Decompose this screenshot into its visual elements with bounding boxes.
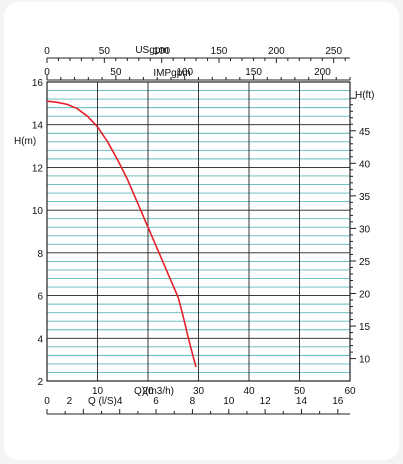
q-ls-tick-label: 6 <box>153 396 159 407</box>
top-axes: 0 50 100 150 200 250 0 50 100 150 200 <box>44 46 351 81</box>
q-m3h-tick-label: 40 <box>243 386 255 397</box>
right-axis: 10 15 20 25 30 35 40 45 <box>350 97 371 366</box>
impgpm-tick-label: 50 <box>110 67 122 78</box>
q-ls-tick-label: 0 <box>44 396 50 407</box>
q-ls-axis-label: Q (l/S) <box>88 396 117 407</box>
plot-border <box>46 81 351 382</box>
q-ls-tick-label: 4 <box>117 396 123 407</box>
q-m3h-tick-label: 30 <box>193 386 205 397</box>
q-ls-tick-label: 14 <box>296 396 308 407</box>
hft-tick-label: 45 <box>359 127 371 138</box>
hm-tick-label: 10 <box>32 206 44 217</box>
q-m3h-tick-label: 20 <box>142 386 154 397</box>
q-ls-tick-label: 10 <box>223 396 235 407</box>
chart-card <box>4 2 399 460</box>
q-ls-tick-label: 16 <box>332 396 344 407</box>
hm-tick-label: 4 <box>37 334 43 345</box>
hm-tick-label: 6 <box>37 292 43 303</box>
hm-tick-label: 14 <box>32 121 44 132</box>
usgpm-tick-label: 50 <box>99 46 111 57</box>
usgpm-tick-label: 200 <box>268 46 285 57</box>
usgpm-tick-label: 250 <box>325 46 342 57</box>
hm-tick-label: 2 <box>37 377 43 388</box>
left-axis: 2 4 6 8 10 12 14 16 <box>32 78 44 388</box>
hm-tick-label: 8 <box>37 249 43 260</box>
q-ls-tick-label: 8 <box>190 396 196 407</box>
hft-tick-label: 15 <box>359 322 371 333</box>
hft-tick-label: 10 <box>359 355 371 366</box>
impgpm-tick-label: 100 <box>176 67 193 78</box>
q-m3h-axis-label: Q)(m3/h) <box>134 386 174 397</box>
usgpm-axis-label: USgpm <box>135 45 168 56</box>
usgpm-tick-label: 100 <box>153 46 170 57</box>
hm-tick-label: 16 <box>32 78 44 89</box>
impgpm-axis-label: IMPgpm <box>153 68 190 79</box>
curve-layer <box>46 100 197 368</box>
performance-curve <box>46 100 197 368</box>
hft-axis-label: H(ft) <box>355 90 374 101</box>
hft-tick-label: 30 <box>359 224 371 235</box>
impgpm-tick-label: 150 <box>245 67 262 78</box>
grid <box>47 81 351 382</box>
impgpm-tick-label: 0 <box>44 67 50 78</box>
hft-tick-label: 25 <box>359 257 371 268</box>
usgpm-tick-label: 0 <box>44 46 50 57</box>
plot-frame <box>46 81 351 382</box>
q-m3h-tick-label: 10 <box>92 386 104 397</box>
bottom-axes: 10 20 30 40 50 60 0 2 4 6 8 10 12 14 16 <box>44 386 356 415</box>
q-ls-tick-label: 12 <box>260 396 272 407</box>
hm-tick-label: 12 <box>32 163 44 174</box>
hft-tick-label: 35 <box>359 192 371 203</box>
q-m3h-tick-label: 50 <box>294 386 306 397</box>
hft-tick-label: 20 <box>359 290 371 301</box>
q-m3h-tick-label: 60 <box>344 386 356 397</box>
usgpm-tick-label: 150 <box>211 46 228 57</box>
hft-tick-label: 40 <box>359 159 371 170</box>
hm-axis-label: H(m) <box>14 136 36 147</box>
impgpm-tick-label: 200 <box>314 67 331 78</box>
q-ls-tick-label: 2 <box>67 396 73 407</box>
